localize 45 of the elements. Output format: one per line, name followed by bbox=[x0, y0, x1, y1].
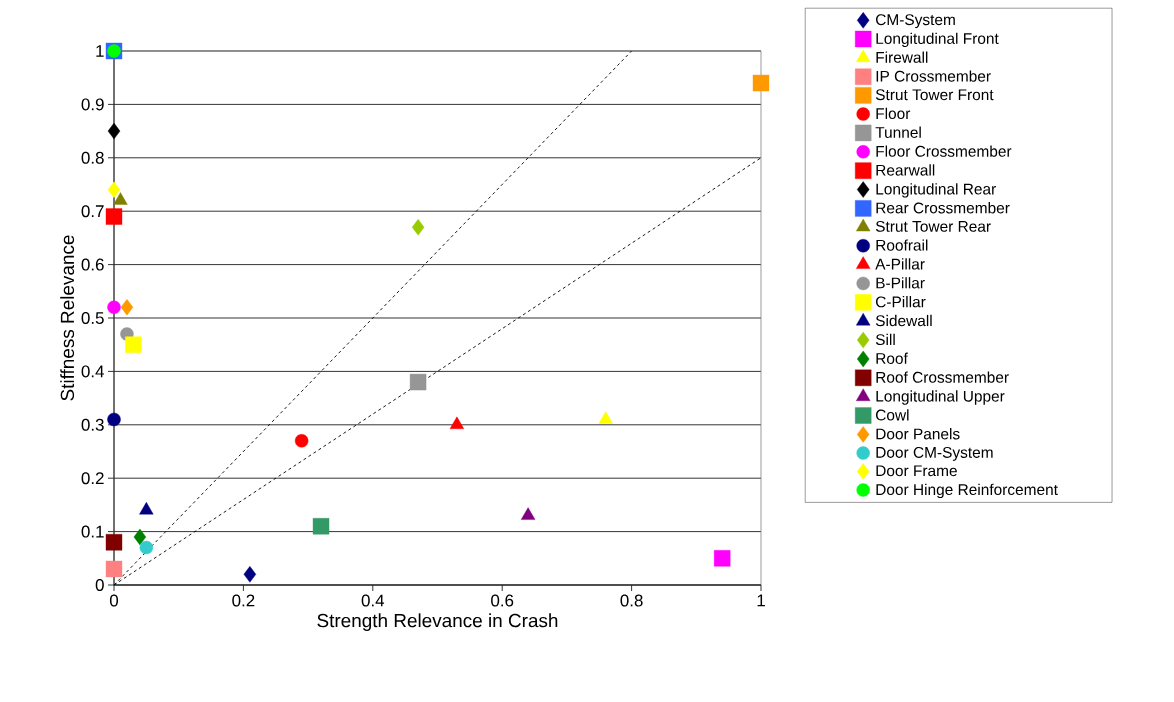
legend-label: Strut Tower Rear bbox=[875, 220, 991, 232]
y-tick-label: 0.5 bbox=[81, 312, 104, 324]
x-tick-label: 0.8 bbox=[620, 594, 643, 607]
legend-label: Firewall bbox=[876, 51, 928, 63]
legend-label: IP Crossmember bbox=[876, 70, 991, 82]
legend-label: B-Pillar bbox=[876, 277, 925, 289]
x-tick-label: 0.2 bbox=[232, 594, 255, 607]
legend-label: Roof Crossmember bbox=[876, 371, 1009, 383]
legend-label: Floor bbox=[876, 107, 911, 120]
legend-label: Sidewall bbox=[875, 314, 932, 327]
legend-label: Roof bbox=[876, 352, 908, 364]
legend-label: Rear Crossmember bbox=[876, 202, 1010, 214]
legend-label: Door CM-System bbox=[876, 446, 993, 461]
y-tick-label: 0.8 bbox=[81, 151, 104, 164]
legend-label: A-Pillar bbox=[875, 258, 925, 270]
y-tick-label: 0.2 bbox=[81, 472, 104, 485]
legend-label: Door Hinge Reinforcement bbox=[876, 483, 1058, 499]
y-tick-label: 0.9 bbox=[81, 98, 104, 111]
y-tick-label: 0.1 bbox=[81, 525, 104, 538]
y-tick-label: 0.3 bbox=[81, 418, 104, 431]
x-tick-label: 0.6 bbox=[491, 594, 514, 607]
x-axis-title: Strength Relevance in Crash bbox=[317, 613, 558, 631]
legend-label: Cowl bbox=[875, 409, 909, 421]
y-tick-label: 0.6 bbox=[81, 258, 104, 271]
y-axis-title: Stiffness Relevance bbox=[60, 235, 75, 401]
legend-label: Longitudinal Front bbox=[876, 32, 999, 48]
y-tick-label: 1 bbox=[96, 45, 104, 57]
legend-label: C-Pillar bbox=[875, 296, 926, 308]
legend-label: Door Frame bbox=[876, 465, 957, 477]
legend-label: Longitudinal Rear bbox=[876, 183, 996, 198]
y-tick-label: 0 bbox=[95, 579, 104, 591]
legend-label: Longitudinal Upper bbox=[876, 390, 1005, 405]
legend-label: Sill bbox=[875, 333, 895, 346]
legend-label: Floor Crossmember bbox=[876, 145, 1012, 157]
x-tick-label: 0.4 bbox=[361, 594, 385, 607]
y-tick-label: 0.4 bbox=[81, 365, 104, 378]
legend-label: Roofrail bbox=[876, 239, 928, 251]
x-tick-label: 0 bbox=[109, 594, 119, 607]
legend-label: Door Panels bbox=[876, 428, 960, 440]
legend-label: Rearwall bbox=[876, 164, 935, 176]
legend-label: Strut Tower Front bbox=[875, 89, 994, 101]
x-tick-label: 1 bbox=[757, 594, 765, 607]
legend-label: Tunnel bbox=[875, 126, 921, 138]
legend-label: CM-System bbox=[875, 14, 955, 29]
y-tick-label: 0.7 bbox=[81, 205, 104, 218]
